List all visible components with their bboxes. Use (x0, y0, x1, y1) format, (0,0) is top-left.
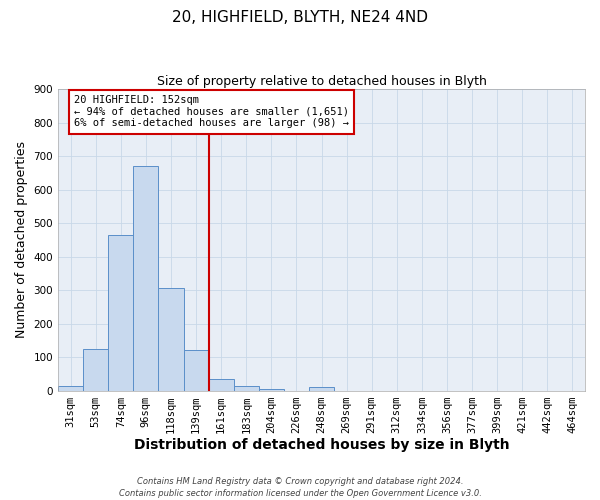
X-axis label: Distribution of detached houses by size in Blyth: Distribution of detached houses by size … (134, 438, 509, 452)
Bar (309, 387, 334, 390)
Bar (108, 235, 133, 390)
Bar (259, 389, 284, 390)
Bar (158, 288, 184, 390)
Bar (209, 379, 233, 390)
Text: 20, HIGHFIELD, BLYTH, NE24 4ND: 20, HIGHFIELD, BLYTH, NE24 4ND (172, 10, 428, 25)
Bar (184, 350, 209, 391)
Bar (83, 348, 108, 391)
Text: 20 HIGHFIELD: 152sqm
← 94% of detached houses are smaller (1,651)
6% of semi-det: 20 HIGHFIELD: 152sqm ← 94% of detached h… (74, 95, 349, 128)
Y-axis label: Number of detached properties: Number of detached properties (15, 142, 28, 338)
Title: Size of property relative to detached houses in Blyth: Size of property relative to detached ho… (157, 75, 487, 88)
Bar (133, 166, 158, 390)
Bar (233, 386, 259, 390)
Text: Contains HM Land Registry data © Crown copyright and database right 2024.
Contai: Contains HM Land Registry data © Crown c… (119, 476, 481, 498)
Bar (58, 386, 83, 390)
